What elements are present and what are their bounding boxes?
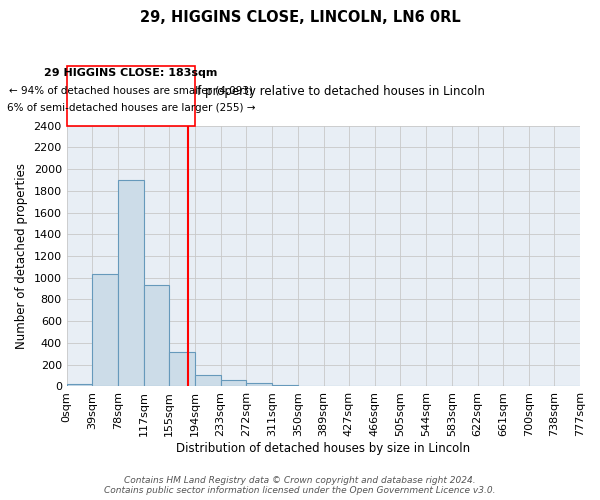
- Bar: [169, 352, 195, 386]
- Bar: [195, 375, 221, 386]
- Text: 29, HIGGINS CLOSE, LINCOLN, LN6 0RL: 29, HIGGINS CLOSE, LINCOLN, LN6 0RL: [140, 10, 460, 25]
- Bar: [118, 180, 144, 386]
- Bar: [247, 383, 272, 386]
- Text: 29 HIGGINS CLOSE: 183sqm: 29 HIGGINS CLOSE: 183sqm: [44, 68, 217, 78]
- Y-axis label: Number of detached properties: Number of detached properties: [15, 163, 28, 349]
- Bar: [92, 274, 118, 386]
- Title: Size of property relative to detached houses in Lincoln: Size of property relative to detached ho…: [162, 85, 485, 98]
- X-axis label: Distribution of detached houses by size in Lincoln: Distribution of detached houses by size …: [176, 442, 470, 455]
- Bar: [221, 380, 247, 386]
- Bar: [67, 384, 92, 386]
- Text: ← 94% of detached houses are smaller (4,093): ← 94% of detached houses are smaller (4,…: [9, 86, 253, 96]
- Bar: [144, 286, 169, 386]
- Text: Contains HM Land Registry data © Crown copyright and database right 2024.
Contai: Contains HM Land Registry data © Crown c…: [104, 476, 496, 495]
- Text: 6% of semi-detached houses are larger (255) →: 6% of semi-detached houses are larger (2…: [7, 103, 255, 113]
